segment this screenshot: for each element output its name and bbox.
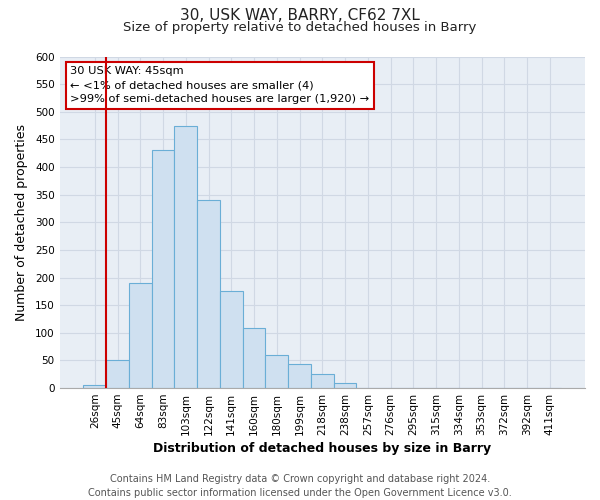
Bar [220,292,242,388]
X-axis label: Distribution of detached houses by size in Barry: Distribution of detached houses by size … [153,442,491,455]
Text: 30, USK WAY, BARRY, CF62 7XL: 30, USK WAY, BARRY, CF62 7XL [180,8,420,22]
Bar [311,374,334,388]
Bar [288,364,311,388]
Bar [83,386,106,388]
Bar [334,382,356,388]
Bar [106,360,129,388]
Text: Contains HM Land Registry data © Crown copyright and database right 2024.
Contai: Contains HM Land Registry data © Crown c… [88,474,512,498]
Bar [175,126,197,388]
Text: Size of property relative to detached houses in Barry: Size of property relative to detached ho… [124,21,476,34]
Bar [242,328,265,388]
Bar [152,150,175,388]
Bar [129,283,152,388]
Y-axis label: Number of detached properties: Number of detached properties [15,124,28,321]
Bar [197,200,220,388]
Bar [265,355,288,388]
Text: 30 USK WAY: 45sqm
← <1% of detached houses are smaller (4)
>99% of semi-detached: 30 USK WAY: 45sqm ← <1% of detached hous… [70,66,369,104]
